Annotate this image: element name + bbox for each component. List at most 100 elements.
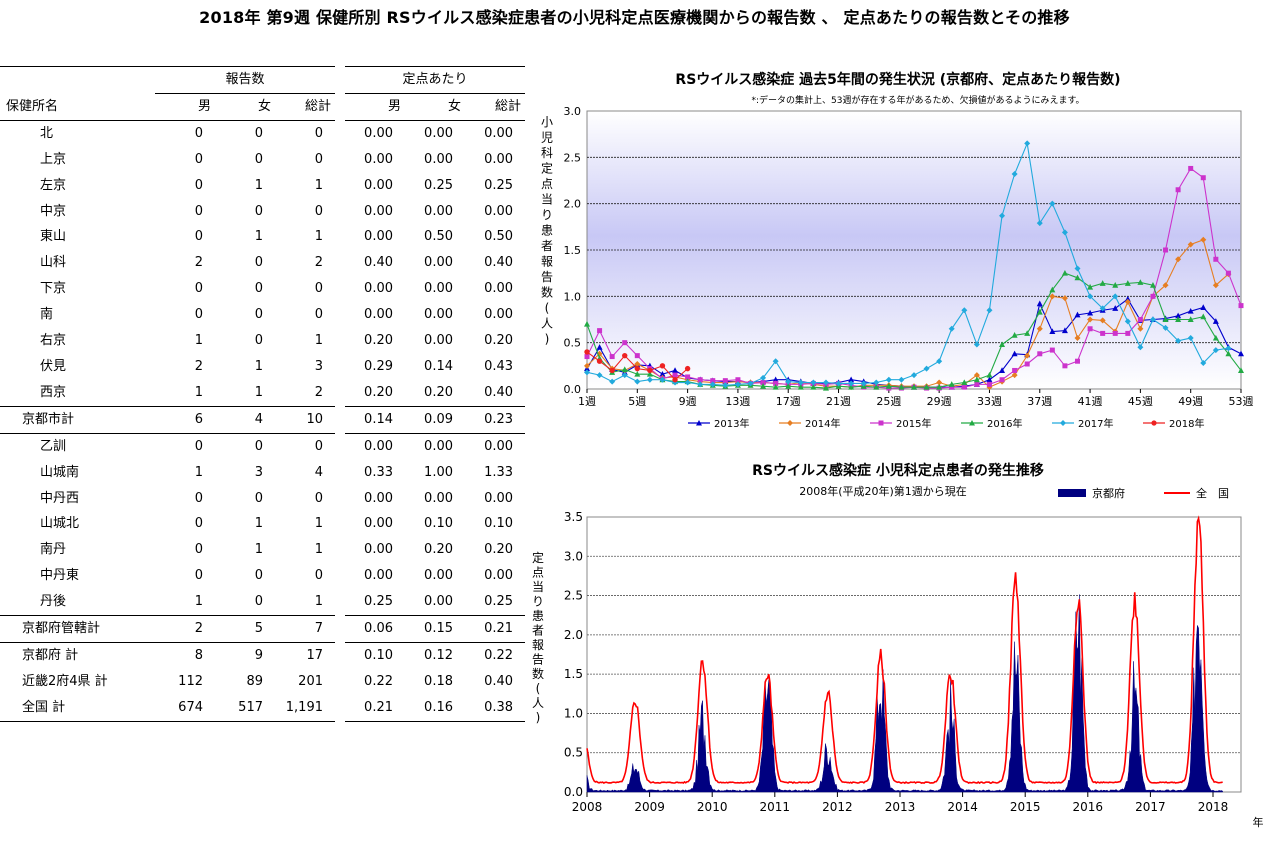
table-cell: 0.20 (364, 333, 393, 349)
table-cell: 0.25 (484, 177, 514, 193)
table-cell: 1.33 (484, 464, 514, 480)
table-cell: 0 (194, 307, 203, 323)
table-row: 東山 0 1 1 0.00 0.50 0.50 (0, 224, 525, 250)
x-tick-label: 2016 (1073, 800, 1104, 814)
table-cell: 0 (194, 438, 203, 454)
row-name: 全国 計 (0, 694, 155, 722)
table-cell: 2 (314, 384, 323, 400)
table-cell: 0 (314, 203, 323, 219)
data-point (584, 362, 590, 369)
y-axis-label-char: 患 (541, 224, 553, 238)
table-cell: 0.00 (364, 542, 393, 558)
data-point (634, 378, 641, 385)
data-point (986, 376, 993, 383)
data-point (646, 370, 653, 377)
data-point (961, 384, 967, 390)
legend-marker (969, 420, 975, 426)
table-cell: 0.00 (424, 594, 453, 610)
data-point (973, 376, 980, 383)
table-cell: 89 (246, 673, 263, 689)
table-cell: 0 (254, 490, 263, 506)
table-cell: 0.20 (424, 384, 453, 400)
table-cell: 9 (254, 647, 263, 663)
y-axis-label-char: 当 (541, 193, 553, 207)
data-point (697, 377, 703, 383)
table-cell: 0.25 (364, 594, 393, 610)
data-point (1049, 328, 1056, 335)
data-point (936, 358, 943, 365)
y-tick-label: 3.0 (564, 105, 582, 118)
data-point (597, 328, 603, 334)
table-cell: 5 (215, 615, 275, 643)
table-cell: 0.38 (465, 694, 526, 722)
chart-subtitle: *:データの集計上、53週が存在する年があるため、欠損値があるようにみえます。 (751, 94, 1084, 106)
table-cell: 0.20 (484, 333, 514, 349)
data-point (1238, 367, 1244, 373)
data-point (672, 377, 678, 383)
data-point (1238, 350, 1244, 357)
data-point (622, 340, 628, 346)
table-cell: 17 (306, 647, 323, 663)
data-point (923, 383, 930, 390)
x-tick-label: 13週 (725, 395, 750, 408)
table-cell: 0.43 (484, 358, 514, 374)
x-tick-label: 1週 (578, 395, 596, 408)
y-tick-label: 2.0 (564, 628, 583, 642)
table-cell: 0.20 (424, 542, 453, 558)
table-cell: 3 (314, 358, 323, 374)
data-point (1225, 350, 1232, 357)
data-point (898, 376, 905, 383)
table-cell: 0 (194, 516, 203, 532)
table-cell: 517 (215, 694, 275, 722)
table-cell: 0.06 (345, 615, 405, 643)
table-cell: 0.22 (484, 647, 514, 663)
data-point (634, 370, 641, 377)
report-table: 報告数 定点あたり 保健所名 男 女 総計 男 女 総計 北 0 0 0 0.00 0.0… (0, 66, 526, 722)
table-row: 西京 1 1 2 0.20 0.20 0.40 (0, 380, 525, 406)
series-2018年 (584, 349, 691, 383)
data-point (1188, 165, 1194, 171)
table-cell: 2 (194, 358, 203, 374)
data-point (747, 380, 754, 387)
table-cell: 0.18 (424, 673, 453, 689)
y-axis-label-char: 数 (532, 666, 544, 681)
data-point (596, 344, 603, 350)
data-point (672, 367, 679, 373)
x-tick-label: 17週 (776, 395, 801, 408)
data-point (860, 380, 867, 387)
table-cell: 0.12 (424, 647, 453, 663)
data-point (1012, 367, 1018, 373)
y-axis-label-char: 定 (541, 161, 553, 176)
data-point (584, 354, 590, 360)
data-point (609, 367, 615, 374)
table-cell: 0.00 (484, 568, 514, 584)
data-point (1200, 304, 1207, 310)
table-cell: 0.16 (405, 694, 465, 722)
table-cell: 0 (254, 594, 263, 610)
data-point (1036, 325, 1043, 332)
data-point (822, 384, 829, 391)
data-point (1024, 352, 1031, 359)
data-point (722, 382, 729, 389)
table-row: 丹後 1 0 1 0.25 0.00 0.25 (0, 589, 525, 615)
data-point (1137, 279, 1144, 285)
table-cell: 0.00 (484, 125, 514, 141)
data-point (936, 383, 943, 390)
legend-label-kyoto: 京都府 (1092, 486, 1125, 500)
table-cell: 6 (155, 405, 215, 434)
table-cell: 0.00 (364, 151, 393, 167)
data-point (596, 350, 603, 357)
legend-label: 2015年 (896, 417, 931, 430)
table-cell: 0 (194, 281, 203, 297)
table-cell: 2 (155, 615, 215, 643)
data-point (1175, 337, 1182, 344)
column-header-clinic: 保健所名 (0, 93, 155, 121)
row-name: 南 (40, 307, 54, 323)
legend-label: 2016年 (987, 417, 1022, 430)
y-tick-label: 3.0 (564, 549, 583, 563)
data-point (797, 383, 804, 390)
data-point (722, 378, 728, 384)
y-axis-label-char: ) (545, 332, 550, 346)
data-point (797, 379, 804, 386)
table-cell: 0 (194, 229, 203, 245)
